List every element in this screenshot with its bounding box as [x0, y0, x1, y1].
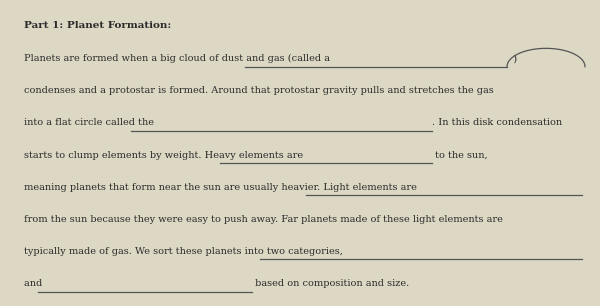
Text: . In this disk condensation: . In this disk condensation: [432, 118, 562, 128]
Text: starts to clump elements by weight. Heavy elements are: starts to clump elements by weight. Heav…: [24, 151, 306, 160]
Text: into a flat circle called the: into a flat circle called the: [24, 118, 157, 128]
Text: Part 1: Planet Formation:: Part 1: Planet Formation:: [24, 21, 171, 30]
Text: to the sun,: to the sun,: [432, 151, 488, 160]
Text: ): ): [507, 54, 517, 63]
Text: Planets are formed when a big cloud of dust and gas (called a: Planets are formed when a big cloud of d…: [24, 54, 333, 63]
Text: meaning planets that form near the sun are usually heavier. Light elements are: meaning planets that form near the sun a…: [24, 183, 420, 192]
Text: from the sun because they were easy to push away. Far planets made of these ligh: from the sun because they were easy to p…: [24, 215, 503, 224]
Text: based on composition and size.: based on composition and size.: [252, 279, 409, 288]
Text: and: and: [24, 279, 46, 288]
Text: condenses and a protostar is formed. Around that protostar gravity pulls and str: condenses and a protostar is formed. Aro…: [24, 86, 494, 95]
Text: typically made of gas. We sort these planets into two categories,: typically made of gas. We sort these pla…: [24, 247, 346, 256]
